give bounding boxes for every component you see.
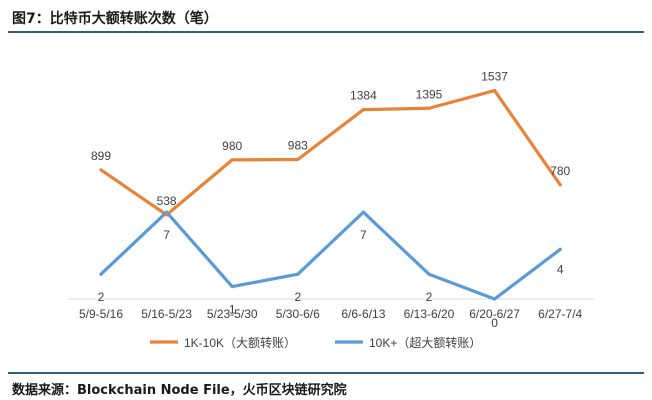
top-rule [8,31,644,33]
series1-data-label: 899 [91,149,111,163]
series-line-very-large-transfers [99,210,562,301]
series1-data-label: 1384 [350,89,377,103]
series1-point [493,88,497,93]
series2-data-label: 7 [163,228,170,242]
series1-data-label: 980 [222,139,242,153]
series2-point [558,247,562,251]
series2-point [230,285,234,289]
x-tick-label: 5/30-6/6 [276,307,320,321]
series1-data-label: 1537 [481,70,508,84]
series2-point [361,210,365,214]
series1-point [99,168,103,172]
series2-point [493,297,497,301]
title-bar: 图7：比特币大额转账次数（笔） [0,0,652,32]
x-tick-label: 6/6-6/13 [341,307,385,321]
x-tick-label: 5/9-5/16 [79,307,123,321]
series1-point [427,106,431,110]
x-tick-label: 6/20-6/27 [469,307,520,321]
bottom-rule [8,372,644,374]
series-layer [99,88,562,301]
legend-label-very-large-transfers: 10K+（超大额转账） [369,335,481,350]
x-axis: 5/9-5/16 5/16-5/23 5/23-5/30 5/30-6/6 6/6-6/… [68,298,594,321]
x-tick-label: 5/23-5/30 [207,307,258,321]
series2-point [99,272,103,276]
series1-point [558,183,562,187]
x-tick-label: 6/27-7/4 [538,307,582,321]
series2-data-label: 7 [360,228,367,242]
series2-point [296,272,300,276]
series1-point [361,108,365,112]
series2-point [427,272,431,276]
series2-data-label: 2 [294,290,301,304]
series2-data-label: 0 [491,316,498,330]
series2-data-label: 4 [557,262,564,276]
series2-data-label: 1 [229,303,236,317]
source-note: 数据来源：Blockchain Node File，火币区块链研究院 [12,383,347,398]
series1-data-label: 780 [550,164,570,178]
legend: 1K-10K（大额转账） 10K+（超大额转账） [150,335,481,350]
series1-data-label: 983 [288,139,308,153]
line-chart: 5/9-5/16 5/16-5/23 5/23-5/30 5/30-6/6 6/6-6/… [68,70,594,350]
x-tick-label: 6/13-6/20 [404,307,455,321]
legend-label-large-transfers: 1K-10K（大额转账） [184,335,296,350]
series2-data-label: 2 [426,290,433,304]
series1-point [165,213,169,217]
series1-point [296,157,300,162]
chart-title: 图7：比特币大额转账次数（笔） [12,11,218,27]
series2-point [165,210,169,214]
series-line-large-transfers [99,88,562,217]
series1-data-label: 1395 [416,87,443,101]
x-tick-label: 5/16-5/23 [141,307,192,321]
series1-point [230,158,234,162]
series1-data-label: 538 [157,194,177,208]
series2-data-label: 2 [98,290,105,304]
